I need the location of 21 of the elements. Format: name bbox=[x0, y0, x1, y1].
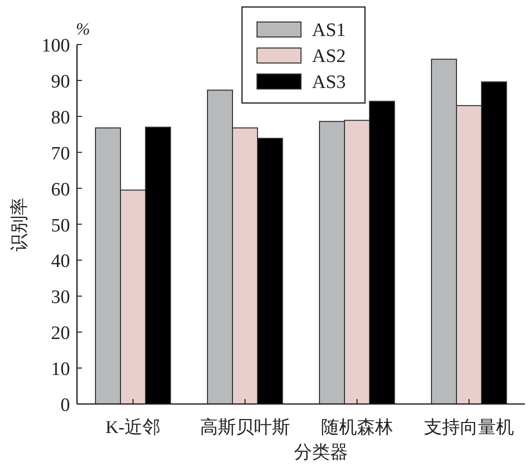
y-tick-label: 40 bbox=[51, 251, 70, 272]
legend-label: AS1 bbox=[312, 20, 346, 41]
y-tick-label: 100 bbox=[42, 36, 70, 56]
legend-label: AS2 bbox=[312, 46, 346, 67]
y-tick-label: 10 bbox=[51, 359, 70, 380]
y-tick-label: 70 bbox=[51, 143, 70, 164]
y-tick-label: 50 bbox=[51, 215, 70, 236]
x-tick-label: 高斯贝叶斯 bbox=[200, 417, 290, 437]
y-axis-title: 识别率 bbox=[9, 197, 29, 252]
legend-label: AS3 bbox=[312, 72, 346, 93]
text: % bbox=[76, 20, 90, 38]
x-tick-label: 随机森林 bbox=[321, 417, 393, 437]
y-tick-label: 80 bbox=[51, 107, 70, 128]
x-tick-label: K-近邻 bbox=[106, 417, 160, 437]
y-tick-label: 20 bbox=[51, 323, 70, 344]
y-tick-label: 30 bbox=[51, 287, 70, 308]
x-tick-label: 支持向量机 bbox=[424, 417, 514, 437]
y-tick-label: 60 bbox=[51, 179, 70, 200]
y-tick-label: 0 bbox=[60, 395, 70, 416]
x-axis-title: 分类器 bbox=[294, 442, 348, 462]
y-tick-label: 90 bbox=[51, 71, 70, 92]
